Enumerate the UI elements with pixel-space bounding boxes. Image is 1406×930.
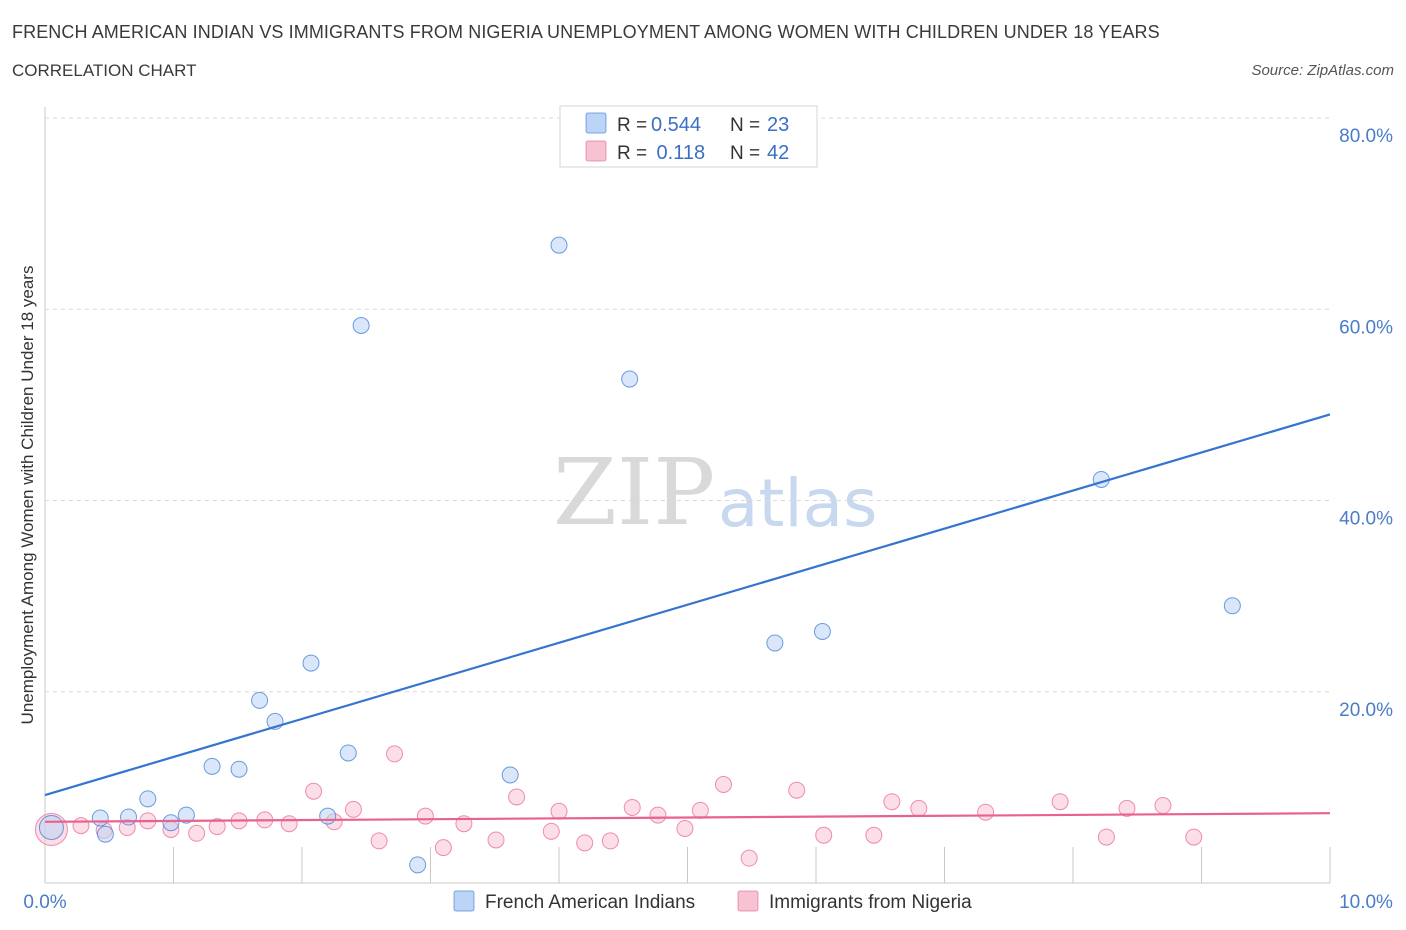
blue-point-17 bbox=[550, 236, 568, 254]
series-legend-swatch-pink bbox=[737, 890, 759, 912]
blue-point-19 bbox=[766, 634, 784, 652]
pink-point-39 bbox=[1118, 799, 1136, 817]
pink-point-34 bbox=[883, 793, 901, 811]
pink-point-41 bbox=[1185, 828, 1203, 846]
pink-point-21 bbox=[542, 822, 560, 840]
pink-point-37 bbox=[1051, 793, 1069, 811]
pink-point-15 bbox=[386, 745, 404, 763]
blue-point-13 bbox=[339, 744, 357, 762]
pink-point-40 bbox=[1154, 797, 1172, 815]
pink-point-29 bbox=[714, 776, 732, 794]
blue-point-8 bbox=[230, 760, 248, 778]
blue-point-15 bbox=[409, 856, 427, 874]
legend-n-value-blue: 23 bbox=[767, 114, 789, 136]
blue-point-11 bbox=[302, 654, 320, 672]
pink-point-16 bbox=[416, 807, 434, 825]
blue-trend-line bbox=[44, 413, 1331, 797]
pink-point-7 bbox=[208, 818, 226, 836]
pink-point-20 bbox=[508, 788, 526, 806]
pink-point-11 bbox=[305, 782, 323, 800]
pink-point-28 bbox=[691, 801, 709, 819]
legend-swatch-blue bbox=[585, 112, 607, 134]
blue-point-0 bbox=[38, 815, 64, 841]
blue-point-3 bbox=[120, 808, 138, 826]
x-ticks bbox=[44, 847, 1331, 883]
legend-n-value-pink: 42 bbox=[767, 142, 789, 164]
blue-point-9 bbox=[251, 691, 269, 709]
pink-point-17 bbox=[434, 839, 452, 857]
pink-point-27 bbox=[676, 819, 694, 837]
pink-point-32 bbox=[815, 826, 833, 844]
pink-point-35 bbox=[910, 799, 928, 817]
pink-point-10 bbox=[280, 815, 298, 833]
blue-point-14 bbox=[352, 317, 370, 335]
legend-swatch-pink bbox=[585, 140, 607, 162]
blue-point-4 bbox=[139, 790, 157, 808]
pink-point-36 bbox=[977, 803, 995, 821]
legend-r-label-blue: R = bbox=[617, 115, 647, 136]
legend-r-value-blue: 0.544 bbox=[651, 114, 701, 136]
series-legend-label-blue: French American Indians bbox=[485, 892, 695, 913]
blue-point-18 bbox=[621, 370, 639, 388]
watermark-zip: ZIP bbox=[553, 439, 715, 546]
pink-point-14 bbox=[370, 832, 388, 850]
blue-point-1 bbox=[96, 825, 114, 843]
pink-point-33 bbox=[865, 826, 883, 844]
legend-r-value-pink: 0.118 bbox=[651, 142, 705, 164]
pink-point-31 bbox=[788, 781, 806, 799]
chart-subtitle: CORRELATION CHART bbox=[12, 61, 197, 80]
pink-trend-line bbox=[44, 812, 1331, 823]
chart-title: FRENCH AMERICAN INDIAN VS IMMIGRANTS FRO… bbox=[12, 22, 1160, 42]
pink-point-26 bbox=[649, 806, 667, 824]
legend-n-label-pink: N = bbox=[730, 143, 760, 164]
source-label: Source: ZipAtlas.com bbox=[1251, 62, 1394, 79]
blue-point-12 bbox=[319, 807, 337, 825]
blue-point-5 bbox=[162, 814, 180, 832]
pink-point-1 bbox=[72, 817, 90, 835]
legend-n-label-blue: N = bbox=[730, 115, 760, 136]
legend-r-label-pink: R = bbox=[617, 143, 647, 164]
stats-legend: R = 0.544 N = 23 R = 0.118 N = 42 bbox=[559, 105, 818, 168]
y-tick-labels: 20.0% 40.0% 60.0% 80.0% bbox=[1339, 126, 1393, 721]
pink-point-22 bbox=[550, 802, 568, 820]
pink-point-19 bbox=[487, 831, 505, 849]
series-french-american-indians bbox=[38, 236, 1241, 874]
y-axis-title: Unemployment Among Women with Children U… bbox=[18, 266, 37, 725]
y-tick-label-80: 80.0% bbox=[1339, 126, 1393, 147]
y-tick-label-20: 20.0% bbox=[1339, 700, 1393, 721]
y-tick-label-60: 60.0% bbox=[1339, 317, 1393, 338]
pink-point-13 bbox=[344, 800, 362, 818]
series-legend-swatch-blue bbox=[453, 890, 475, 912]
x-tick-label-min: 0.0% bbox=[23, 892, 66, 913]
trend-lines bbox=[44, 413, 1331, 823]
blue-point-16 bbox=[501, 766, 519, 784]
blue-point-6 bbox=[177, 806, 195, 824]
blue-point-7 bbox=[203, 757, 221, 775]
y-tick-label-40: 40.0% bbox=[1339, 509, 1393, 530]
pink-point-24 bbox=[601, 832, 619, 850]
watermark-atlas: atlas bbox=[718, 465, 878, 542]
blue-point-22 bbox=[1223, 597, 1241, 615]
blue-point-2 bbox=[91, 809, 109, 827]
series-legend: French American Indians Immigrants from … bbox=[453, 890, 972, 913]
blue-point-20 bbox=[813, 623, 831, 641]
pink-point-30 bbox=[740, 849, 758, 867]
x-tick-label-max: 10.0% bbox=[1339, 892, 1393, 913]
pink-point-38 bbox=[1097, 828, 1115, 846]
series-legend-label-pink: Immigrants from Nigeria bbox=[769, 892, 972, 913]
pink-point-6 bbox=[188, 824, 206, 842]
pink-point-25 bbox=[623, 798, 641, 816]
pink-point-23 bbox=[576, 834, 594, 852]
